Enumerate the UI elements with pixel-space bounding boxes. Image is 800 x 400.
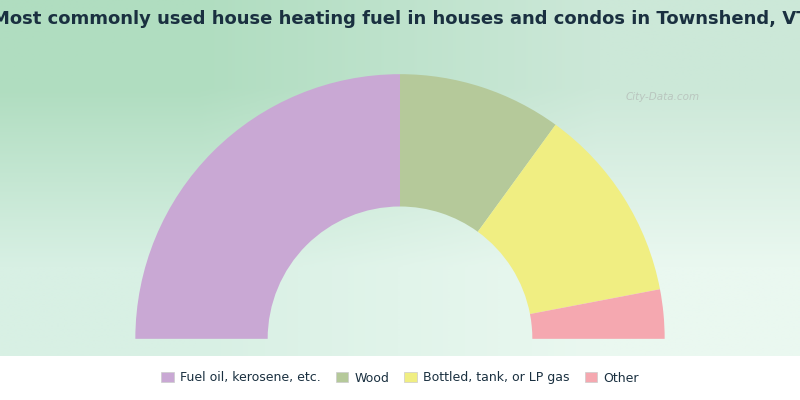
Wedge shape <box>530 289 665 339</box>
Legend: Fuel oil, kerosene, etc., Wood, Bottled, tank, or LP gas, Other: Fuel oil, kerosene, etc., Wood, Bottled,… <box>156 366 644 390</box>
Text: City-Data.com: City-Data.com <box>626 92 700 102</box>
Wedge shape <box>400 74 555 232</box>
Wedge shape <box>478 125 660 314</box>
Wedge shape <box>135 74 400 339</box>
Text: Most commonly used house heating fuel in houses and condos in Townshend, VT: Most commonly used house heating fuel in… <box>0 10 800 28</box>
